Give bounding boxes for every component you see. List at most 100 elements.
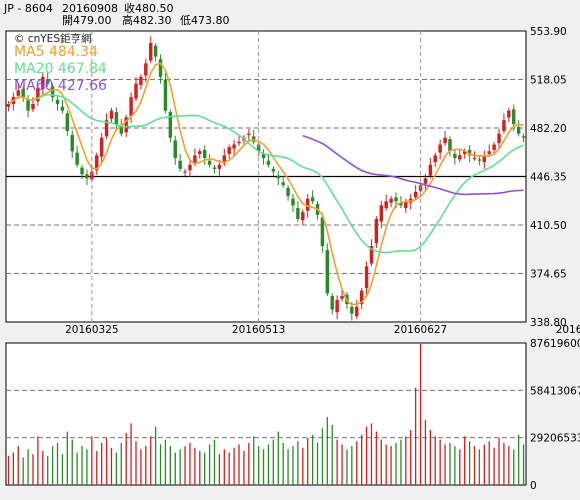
candle [516,120,521,137]
price-grid [6,79,526,274]
candle-body [512,109,516,125]
candle-body [36,87,40,102]
candle [144,58,148,83]
candle [423,173,428,191]
volume-y-axis: 87619600 58413067 29206533 0 [530,338,580,492]
legend-ma20: MA20 467.84 [14,61,107,77]
candle-body [340,296,344,299]
candle [104,113,109,140]
candle-body [168,112,173,138]
candle-body [202,149,207,159]
candle-body [291,198,295,206]
legend-ma60: MA60 427.66 [14,78,107,94]
candle-body [149,43,153,61]
candle-body [521,136,526,138]
candle [129,92,133,123]
candle-body [183,171,187,173]
candle-body [477,159,482,161]
candle-body [16,90,20,96]
volume-tick-label: 29206533 [530,433,580,445]
candle-body [487,151,491,154]
candle-body [134,83,138,99]
legend-ma5: MA5 484.34 [14,44,98,60]
candle-body [193,155,197,164]
candle-body [217,164,222,169]
candle-body [438,144,442,153]
price-y-axis: 553.90 518.05 482.20 446.35 410.50 374.65 338.… [530,26,567,329]
candle [276,170,280,186]
candle [149,36,153,64]
candle-body [21,89,25,98]
volume-bars [7,344,525,485]
candle [139,74,143,90]
candle [247,128,251,142]
candle [21,86,25,102]
high-price-label: 高482.30 [122,14,172,27]
candle-body [443,137,447,144]
candle [266,153,271,168]
candle-body [65,113,70,131]
candle [109,107,114,124]
date-label: 20160908 [62,2,118,15]
candle-body [364,266,369,288]
candle [70,130,74,159]
candle [178,153,182,172]
candle-body [448,139,452,152]
volume-plot-area [5,342,527,486]
candle [291,193,295,213]
candle-body [301,212,305,221]
volume-tick-label: 58413067 [530,385,580,397]
candle [507,107,511,123]
candle [340,289,344,302]
candle-body [247,133,251,136]
candle-body [163,79,168,111]
candle [36,84,40,106]
candle [487,144,491,157]
candle [453,149,457,165]
candle-body [109,110,114,119]
candle [497,128,501,150]
candle-body [428,164,433,176]
candle-body [237,141,241,144]
candle-body [70,135,74,152]
candle [320,212,325,253]
candle [237,135,241,146]
candle [369,239,374,267]
candle [80,164,84,180]
candle-body [85,174,89,179]
candle [433,152,437,167]
price-tick-label: 482.20 [530,123,567,135]
candle-body [232,144,236,149]
candle [65,110,70,136]
price-tick-label: 410.50 [530,220,567,232]
candle [188,160,192,177]
candle [222,148,227,167]
price-tick-label: 518.05 [530,75,567,87]
candle [41,72,45,96]
candle-body [256,144,261,152]
candle [45,72,50,87]
candle [85,169,89,186]
candle-body [502,120,506,131]
candle-body [45,79,50,84]
candle [95,152,99,175]
candle-body [359,290,364,305]
candle [492,141,496,155]
candle [428,158,433,179]
candle-body [482,155,487,163]
candle [168,109,173,143]
candle-body [75,152,79,165]
candle-body [276,175,280,179]
candle [227,144,231,159]
candle [271,166,276,177]
candle-body [497,133,501,144]
candle-body [404,201,408,209]
candle-body [144,63,148,76]
candle [477,156,482,166]
candle-body [55,99,60,104]
candle [173,135,177,165]
candle-body [462,151,467,154]
candle-body [379,205,383,222]
candle [202,145,207,165]
candle-body [374,218,379,244]
